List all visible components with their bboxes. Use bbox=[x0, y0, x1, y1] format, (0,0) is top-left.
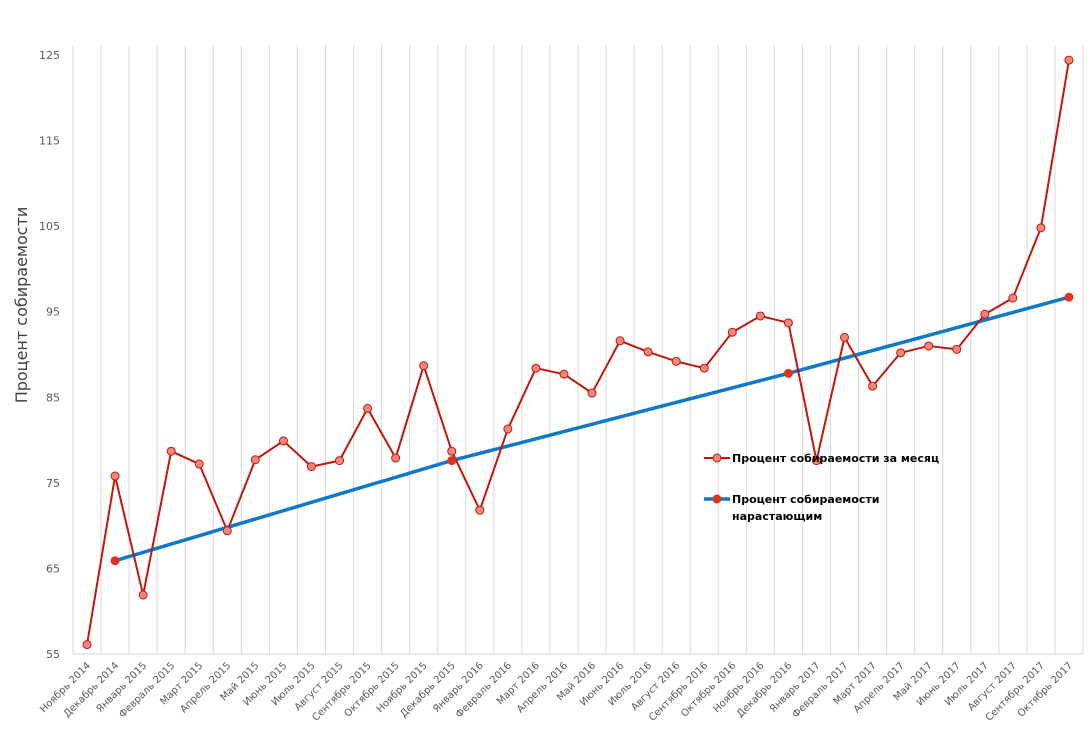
data-point bbox=[335, 456, 345, 466]
data-point bbox=[82, 640, 92, 650]
data-point bbox=[1064, 292, 1074, 302]
series-line-0 bbox=[86, 59, 1070, 645]
series-line-1 bbox=[114, 295, 1070, 563]
y-tick-label: 55 bbox=[46, 648, 60, 661]
data-point bbox=[391, 453, 401, 463]
data-point bbox=[755, 311, 765, 321]
y-tick-label: 75 bbox=[46, 477, 60, 490]
y-tick-label: 115 bbox=[39, 135, 60, 148]
data-point bbox=[840, 332, 850, 342]
data-point bbox=[980, 309, 990, 319]
y-tick-label: 85 bbox=[46, 391, 60, 404]
data-point bbox=[699, 363, 709, 373]
legend-label: нарастающим bbox=[732, 510, 822, 523]
data-point bbox=[1064, 55, 1074, 65]
data-point bbox=[278, 436, 288, 446]
legend-label: Процент собираемости bbox=[732, 493, 879, 506]
y-tick-label: 125 bbox=[39, 49, 60, 62]
data-point bbox=[475, 505, 485, 515]
legend-label: Процент собираемости за месяц bbox=[732, 452, 939, 465]
legend-swatch-marker bbox=[712, 453, 722, 463]
data-point bbox=[1036, 223, 1046, 233]
data-point bbox=[783, 368, 793, 378]
data-point bbox=[306, 462, 316, 472]
data-point bbox=[783, 318, 793, 328]
data-point bbox=[952, 344, 962, 354]
data-point bbox=[363, 403, 373, 413]
data-point bbox=[447, 446, 457, 456]
data-point bbox=[503, 424, 513, 434]
data-point bbox=[615, 336, 625, 346]
data-point bbox=[924, 341, 934, 351]
y-tick-label: 65 bbox=[46, 562, 60, 575]
data-point bbox=[643, 347, 653, 357]
data-point bbox=[194, 459, 204, 469]
gridlines bbox=[72, 45, 1084, 655]
legend-swatch-marker bbox=[712, 494, 722, 504]
data-point bbox=[868, 381, 878, 391]
data-point bbox=[166, 446, 176, 456]
data-point bbox=[811, 456, 821, 466]
legend: Процент собираемости за месяц Процент соб… bbox=[704, 452, 939, 523]
data-point bbox=[587, 388, 597, 398]
data-point bbox=[896, 348, 906, 358]
data-point bbox=[531, 363, 541, 373]
data-point bbox=[110, 471, 120, 481]
data-point bbox=[250, 455, 260, 465]
series-group bbox=[82, 55, 1074, 650]
y-axis-label: Процент собираемости bbox=[12, 207, 31, 404]
data-point bbox=[671, 356, 681, 366]
data-point bbox=[138, 590, 148, 600]
y-axis: 55 65 75 85 95 105 115 125 bbox=[39, 49, 60, 661]
data-point bbox=[222, 526, 232, 536]
y-tick-label: 105 bbox=[39, 220, 60, 233]
data-point bbox=[559, 369, 569, 379]
data-point bbox=[1008, 293, 1018, 303]
data-point bbox=[110, 556, 120, 566]
data-point bbox=[727, 327, 737, 337]
data-point bbox=[419, 361, 429, 371]
y-tick-label: 95 bbox=[46, 306, 60, 319]
data-point bbox=[447, 456, 457, 466]
